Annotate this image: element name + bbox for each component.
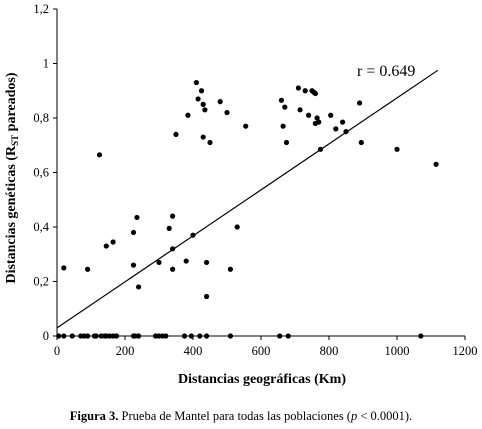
- figure-caption: Figura 3. Prueba de Mantel para todas la…: [0, 409, 482, 424]
- data-point: [61, 265, 67, 271]
- data-point: [312, 90, 318, 97]
- data-point: [202, 107, 208, 113]
- caption-text-b: < 0.0001).: [357, 409, 413, 423]
- y-tick-label: 0,6: [33, 166, 49, 180]
- data-point: [358, 139, 364, 146]
- data-point: [85, 266, 91, 272]
- data-point: [130, 229, 137, 236]
- data-point: [394, 146, 400, 152]
- data-point: [197, 333, 203, 339]
- y-tick-label: 1: [43, 57, 49, 71]
- data-point: [314, 115, 320, 121]
- data-point: [181, 333, 188, 339]
- data-point: [227, 333, 233, 339]
- y-axis-ticks: 0 0,2 0,4 0,6 0,8 1 1,2: [33, 2, 57, 343]
- data-point: [297, 107, 303, 113]
- data-point: [69, 333, 75, 339]
- y-axis-label-end: pareados): [4, 72, 19, 135]
- data-point: [166, 225, 172, 231]
- data-point: [61, 333, 67, 339]
- data-point: [198, 88, 205, 94]
- y-tick-label: 0,4: [33, 220, 49, 234]
- data-point: [306, 112, 312, 118]
- data-point: [207, 139, 213, 146]
- caption-label: Figura 3.: [69, 409, 119, 423]
- data-point: [280, 123, 286, 129]
- scatter-chart: 00,20,40,60,811,2 0 200 400 600 800 1000 1200 …: [4, 2, 478, 387]
- y-tick-label: 1,2: [33, 2, 49, 16]
- data-points: [56, 79, 439, 339]
- data-point: [163, 333, 169, 339]
- data-point: [183, 258, 189, 264]
- x-axis-ticks: 0 200 400 600 800 1000 1200: [54, 336, 478, 358]
- y-axis-label-main: Distancias genéticas (R: [4, 145, 19, 284]
- x-tick-label: 0: [54, 344, 60, 358]
- data-point: [200, 134, 206, 140]
- data-point: [333, 126, 339, 132]
- data-point: [224, 109, 230, 116]
- data-point: [204, 293, 210, 300]
- y-axis-label-subscript: ST: [10, 135, 20, 146]
- data-point: [134, 214, 140, 221]
- data-point: [170, 213, 176, 219]
- data-point: [285, 333, 291, 339]
- x-axis-label: Distancias geográficas (Km): [178, 372, 346, 387]
- data-point: [185, 112, 191, 118]
- caption-text-a: Prueba de Mantel para todas las poblacio…: [118, 409, 351, 423]
- data-point: [113, 333, 120, 339]
- chart-container: 0 0,2 0,4 0,6 0,8 1 1,2 0 200 400 600 800 1000 1200 …: [4, 2, 478, 387]
- data-point: [130, 262, 137, 268]
- data-point: [283, 139, 290, 146]
- data-point: [200, 101, 206, 107]
- data-point: [357, 100, 363, 106]
- data-point: [96, 152, 103, 158]
- data-point: [156, 259, 162, 266]
- data-point: [188, 333, 194, 339]
- data-point: [227, 266, 233, 272]
- data-point: [93, 333, 99, 339]
- data-point: [204, 333, 210, 339]
- data-point: [433, 161, 439, 167]
- data-point: [204, 259, 210, 266]
- data-point: [278, 97, 284, 103]
- x-tick-label: 800: [320, 344, 339, 358]
- caption-p-symbol: p: [350, 409, 358, 423]
- data-point: [302, 88, 308, 94]
- data-point: [85, 333, 91, 339]
- trendline: [56, 69, 439, 329]
- data-point: [217, 99, 223, 105]
- y-tick-label: 0,8: [33, 111, 49, 125]
- data-point: [136, 333, 142, 339]
- data-point: [170, 266, 176, 272]
- data-point: [243, 123, 249, 129]
- data-point: [110, 239, 116, 245]
- y-tick-label: 0,2: [33, 275, 49, 289]
- data-point: [195, 96, 201, 102]
- data-point: [295, 85, 301, 91]
- data-point: [193, 79, 199, 86]
- data-point: [282, 104, 288, 110]
- data-point: [103, 243, 109, 249]
- data-point: [234, 224, 240, 230]
- data-point: [56, 333, 62, 339]
- x-tick-label: 400: [184, 344, 203, 358]
- y-tick-label: 0: [43, 329, 49, 343]
- data-point: [136, 284, 142, 290]
- correlation-annotation: r = 0.649: [357, 63, 415, 80]
- x-tick-label: 1200: [453, 344, 478, 358]
- x-tick-label: 200: [116, 344, 135, 358]
- x-tick-label: 1000: [385, 344, 410, 358]
- data-point: [328, 112, 334, 118]
- data-point: [173, 131, 179, 137]
- y-axis-label: Distancias genéticas (RST pareados): [4, 72, 20, 283]
- x-tick-label: 600: [252, 344, 271, 358]
- data-point: [340, 119, 346, 125]
- data-point: [277, 333, 283, 339]
- data-point: [418, 333, 424, 339]
- data-point: [316, 119, 322, 125]
